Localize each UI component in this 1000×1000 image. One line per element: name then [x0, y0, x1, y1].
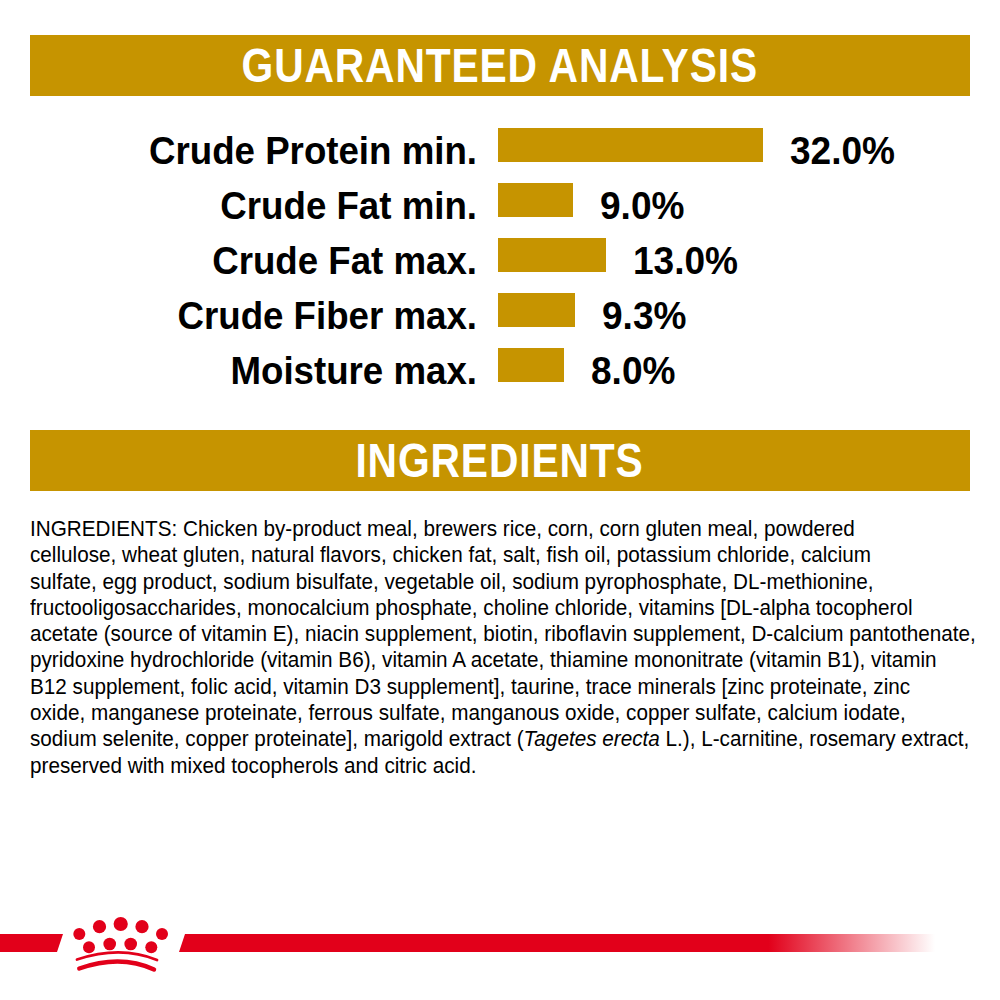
chart-bar [498, 128, 763, 162]
ingredients-line: sulfate, egg product, sodium bisulfate, … [30, 569, 913, 595]
ingredients-text: INGREDIENTS: Chicken by-product meal, br… [30, 516, 990, 779]
royal-canin-crown-logo [50, 895, 195, 1000]
chart-row-value: 32.0% [790, 129, 895, 173]
ingredients-line: cellulose, wheat gluten, natural flavors… [30, 542, 913, 568]
chart-row-label: Crude Fiber max. [29, 294, 477, 338]
chart-row: Crude Fiber max. 9.3% [0, 285, 1000, 340]
ingredients-line: preserved with mixed tocopherols and cit… [30, 753, 913, 779]
ingredients-line: acetate (source of vitamin E), niacin su… [30, 621, 913, 647]
chart-row-label: Moisture max. [29, 349, 477, 393]
chart-bar [498, 293, 575, 327]
chart-row-value: 8.0% [591, 349, 675, 393]
chart-row: Crude Protein min. 32.0% [0, 120, 1000, 175]
chart-row: Moisture max. 8.0% [0, 340, 1000, 395]
chart-row-value: 9.3% [602, 294, 686, 338]
chart-bar [498, 183, 573, 217]
chart-row-value: 9.0% [600, 184, 684, 228]
chart-row-value: 13.0% [633, 239, 738, 283]
ingredients-line: pyridoxine hydrochloride (vitamin B6), v… [30, 647, 913, 673]
guaranteed-analysis-title: GUARANTEED ANALYSIS [242, 38, 758, 93]
chart-bar [498, 238, 606, 272]
ingredients-line: INGREDIENTS: Chicken by-product meal, br… [30, 516, 913, 542]
guaranteed-analysis-banner: GUARANTEED ANALYSIS [30, 35, 970, 96]
red-accent-band-right [179, 934, 935, 952]
chart-row-label: Crude Fat min. [29, 184, 477, 228]
ingredients-line: fructooligosaccharides, monocalcium phos… [30, 595, 913, 621]
ingredients-banner: INGREDIENTS [30, 430, 970, 491]
chart-row: Crude Fat max. 13.0% [0, 230, 1000, 285]
chart-row: Crude Fat min. 9.0% [0, 175, 1000, 230]
chart-row-label: Crude Fat max. [29, 239, 477, 283]
ingredients-line: B12 supplement, folic acid, vitamin D3 s… [30, 674, 913, 700]
ingredients-line: oxide, manganese proteinate, ferrous sul… [30, 700, 913, 726]
ingredients-title: INGREDIENTS [356, 433, 644, 488]
chart-bar [498, 348, 564, 382]
chart-row-label: Crude Protein min. [29, 129, 477, 173]
guaranteed-analysis-chart: Crude Protein min. 32.0% Crude Fat min. … [0, 120, 1000, 395]
ingredients-line: sodium selenite, copper proteinate], mar… [30, 726, 913, 752]
